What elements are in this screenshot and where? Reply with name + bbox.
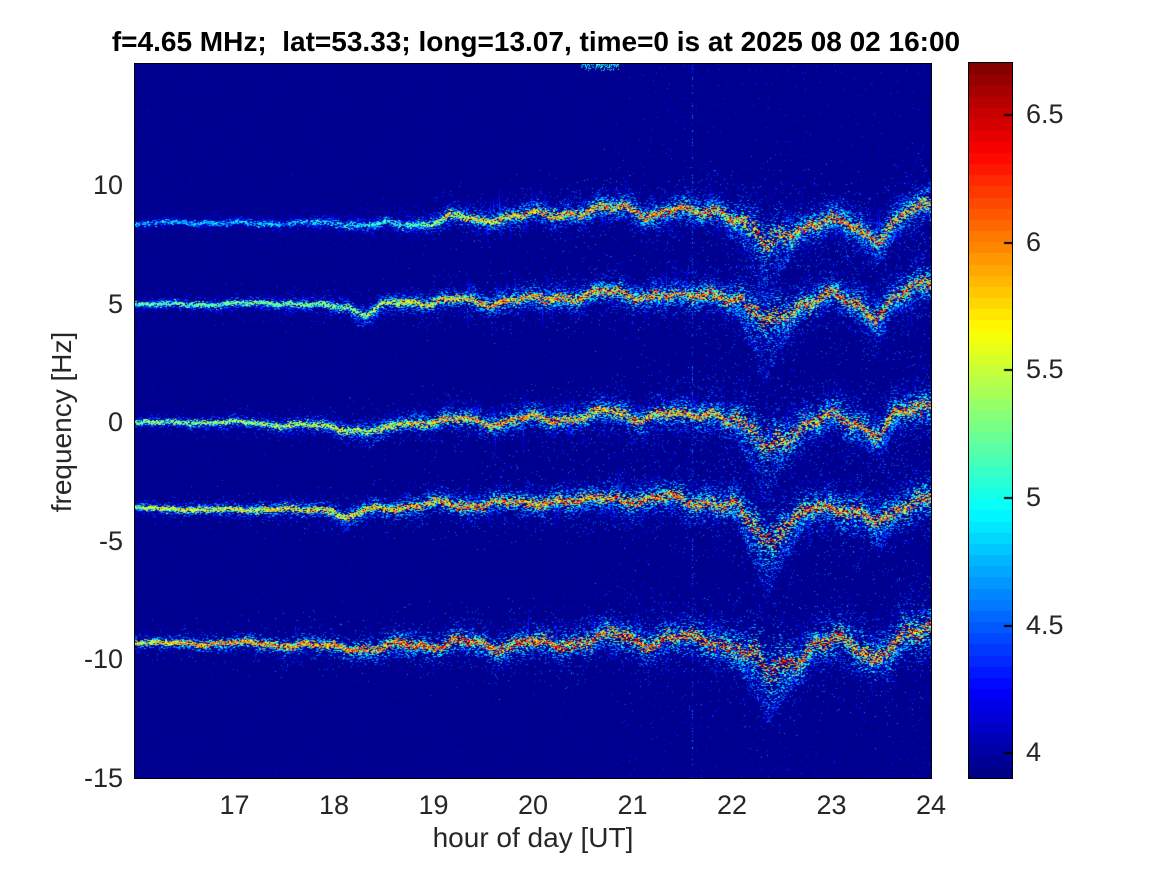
x-tick-label: 24: [915, 790, 947, 820]
colorbar-tick-label: 5.5: [1026, 354, 1064, 385]
y-axis-label: frequency [Hz]: [46, 331, 77, 513]
x-tick-label: 22: [716, 790, 748, 820]
x-tick-label: 21: [617, 790, 648, 820]
y-tick-label: 0: [107, 407, 123, 438]
x-tick-label: 20: [517, 790, 549, 820]
y-tick-label: -5: [98, 525, 123, 556]
colorbar-tick-label: 5: [1026, 482, 1042, 513]
y-tick-label: -15: [83, 763, 123, 793]
y-tick-label: -10: [83, 644, 123, 675]
x-tick-label: 23: [816, 790, 847, 820]
x-tick-label: 19: [418, 790, 449, 820]
colorbar-tick-label: 4: [1026, 737, 1042, 768]
y-tick-label: 10: [92, 169, 123, 200]
colorbar-tick-label: 6.5: [1026, 99, 1064, 130]
x-axis-label: hour of day [UT]: [432, 822, 634, 853]
colorbar-tick-label: 4.5: [1026, 609, 1064, 640]
y-tick-label: 5: [107, 288, 123, 319]
chart-title: f=4.65 MHz; lat=53.33; long=13.07, time=…: [111, 26, 961, 57]
x-tick-label: 18: [318, 790, 350, 820]
x-tick-label: 17: [219, 790, 250, 820]
colorbar-tick-label: 6: [1026, 226, 1042, 257]
spectrogram-canvas: [134, 63, 932, 779]
colorbar-canvas: [968, 62, 1013, 779]
